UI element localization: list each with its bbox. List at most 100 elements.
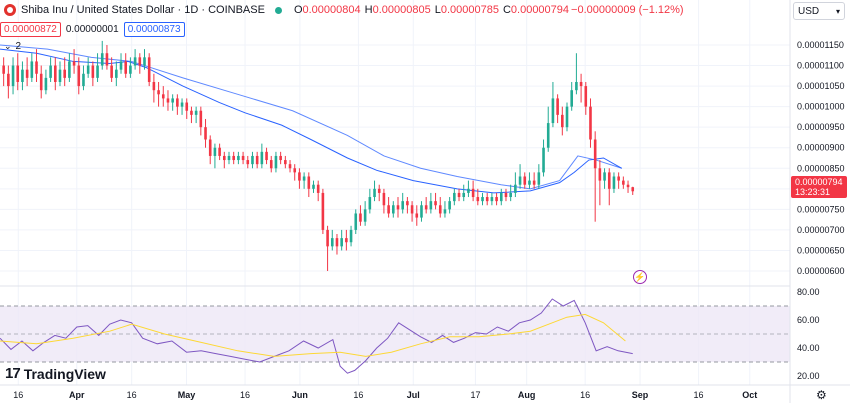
candle-body xyxy=(115,69,118,78)
close-value: 0.00000794 xyxy=(510,4,570,16)
currency-select[interactable]: USD ▾ xyxy=(793,2,845,20)
legend-header: Shiba Inu / United States Dollar · 1D · … xyxy=(0,0,790,20)
chevron-down-icon: ▾ xyxy=(835,6,840,16)
rsi-band xyxy=(0,305,790,363)
candle-body xyxy=(415,213,419,218)
candle-body xyxy=(514,184,517,193)
candle-body xyxy=(448,201,451,210)
candle-body xyxy=(143,57,146,66)
candle-body xyxy=(387,205,390,214)
rsi-ma-line xyxy=(0,313,626,357)
rsi-tick-label: 20.00 xyxy=(797,371,820,381)
candle-body xyxy=(138,57,142,66)
candle-body xyxy=(551,98,555,124)
candle-body xyxy=(462,192,466,198)
candle-body xyxy=(546,123,550,148)
candle-body xyxy=(190,110,193,115)
ask-button[interactable]: 0.00000873 xyxy=(123,21,185,37)
candle-body xyxy=(443,209,447,214)
time-axis: 16 Apr 16 May 16 Jun 16 Jul 17 Aug 16 Sep 16 Oct xyxy=(13,390,757,400)
rsi-tick-label: 40.00 xyxy=(797,343,820,353)
candle-body xyxy=(603,172,606,181)
lightning-icon[interactable]: ⚡ xyxy=(633,270,647,284)
candle-body xyxy=(424,205,428,210)
candle-body xyxy=(349,229,353,243)
candle-body xyxy=(208,139,212,156)
candle-body xyxy=(35,61,38,74)
price-tick-label: 0.00000700 xyxy=(797,225,845,235)
candle-body xyxy=(105,53,109,66)
candle-body xyxy=(307,176,311,189)
candle-body xyxy=(21,69,24,82)
candle-body xyxy=(326,229,329,247)
candle-body xyxy=(274,155,278,169)
time-tick-label: 17 xyxy=(470,390,480,400)
candle-body xyxy=(284,160,287,165)
candle-body xyxy=(147,57,151,82)
tradingview-logo[interactable]: 17 TradingView xyxy=(5,365,106,382)
candle-body xyxy=(39,73,43,91)
candle-body xyxy=(589,106,592,140)
candle-body xyxy=(194,110,198,115)
bid-button[interactable]: 0.00000872 xyxy=(0,21,61,37)
candle-body xyxy=(396,205,400,210)
candle-body xyxy=(110,65,113,78)
indicators-toggle[interactable]: ⌄ 2 xyxy=(0,39,21,53)
candle-body xyxy=(119,61,123,70)
candle-body xyxy=(53,65,57,82)
price-tick-label: 0.00000650 xyxy=(797,245,845,255)
candle-body xyxy=(359,213,362,222)
spread-value: 0.00000001 xyxy=(65,23,119,35)
bid-ask-row: 0.00000872 0.00000001 0.00000873 xyxy=(0,21,185,37)
candle-body xyxy=(58,69,62,82)
candlesticks xyxy=(2,40,635,271)
candle-body xyxy=(157,90,160,95)
rsi-axis: 80.00 60.00 40.00 20.00 xyxy=(797,287,820,381)
candle-body xyxy=(2,65,5,74)
change-value: −0.00000009 (−1.12%) xyxy=(571,4,684,16)
candle-body xyxy=(218,147,221,156)
candle-body xyxy=(509,192,512,198)
candle-body xyxy=(246,160,250,165)
candle-body xyxy=(44,77,48,91)
ma-line-1 xyxy=(0,48,623,194)
candle-body xyxy=(171,98,174,103)
high-value: 0.00000805 xyxy=(372,4,431,16)
candle-body xyxy=(401,201,404,210)
candle-body xyxy=(377,188,381,193)
candle-body xyxy=(485,197,489,202)
price-tick-label: 0.00001150 xyxy=(797,40,844,50)
candle-body xyxy=(302,176,306,181)
candle-body xyxy=(241,155,245,161)
moving-average-lines xyxy=(0,44,623,194)
rsi-tick-label: 60.00 xyxy=(797,315,820,325)
candle-body xyxy=(204,127,207,140)
price-tick-label: 0.00000750 xyxy=(797,204,845,214)
candle-body xyxy=(354,213,358,230)
candle-body xyxy=(330,238,334,247)
candle-body xyxy=(420,205,423,218)
chevron-down-icon[interactable]: ⌄ xyxy=(4,40,12,51)
gear-icon[interactable]: ⚙ xyxy=(816,388,827,402)
candle-body xyxy=(316,184,320,193)
candle-body xyxy=(584,86,588,107)
candle-body xyxy=(345,238,348,243)
candle-body xyxy=(335,238,339,247)
last-price-label: 0.00000794 13:23:31 xyxy=(791,176,847,198)
candle-body xyxy=(7,73,10,87)
time-tick-label: 16 xyxy=(353,390,363,400)
candle-body xyxy=(16,65,20,82)
time-tick-label: 16 xyxy=(694,390,704,400)
time-tick-label: 16 xyxy=(13,390,23,400)
time-tick-label: Apr xyxy=(69,390,85,400)
time-tick-label: Jul xyxy=(407,390,420,400)
candle-body xyxy=(100,53,104,66)
symbol-title[interactable]: Shiba Inu / United States Dollar · 1D · … xyxy=(21,4,265,16)
candle-body xyxy=(11,65,15,87)
time-tick-label: 16 xyxy=(580,390,590,400)
candle-body xyxy=(499,192,503,202)
time-tick-label: Jun xyxy=(292,390,308,400)
ma-line-2 xyxy=(0,44,622,190)
